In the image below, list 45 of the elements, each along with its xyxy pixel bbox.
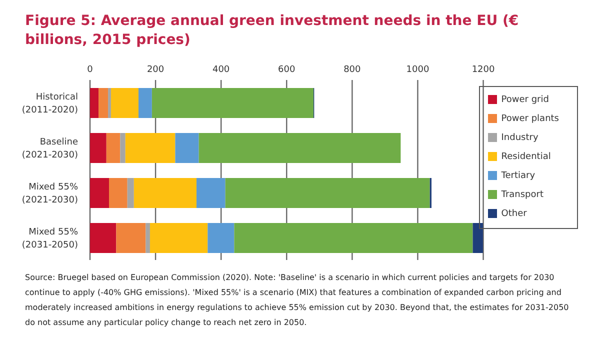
bar (120, 133, 126, 163)
bar (90, 133, 106, 163)
x-tick-label: 1000 (406, 65, 430, 75)
bar (106, 133, 120, 163)
bar (208, 223, 234, 253)
bar (134, 178, 197, 208)
bar (90, 223, 116, 253)
legend-label: Residential (501, 152, 551, 162)
bar (90, 88, 99, 118)
y-tick-label: Mixed 55% (2031-2050) (22, 228, 78, 250)
y-tick-label: Mixed 55% (2021-2030) (22, 182, 78, 206)
chart-title: Figure 5: Average annual green investment needs in the EU (€ billions, 2015 prices) (25, 12, 520, 50)
bar (108, 88, 111, 118)
x-tick-label: 200 (146, 65, 164, 75)
bar (152, 88, 314, 118)
legend-label: Transport (501, 190, 544, 200)
legend-label: Power plants (501, 114, 559, 124)
legend-label: Power grid (501, 95, 549, 105)
y-tick-label: Baseline (2021-2030) (22, 138, 78, 160)
bar (138, 88, 152, 118)
legend-label: Industry (501, 133, 538, 143)
bar (196, 178, 226, 208)
bar (90, 178, 110, 208)
bar (225, 178, 430, 208)
legend-label: Other (501, 209, 527, 219)
source-note: Source: Bruegel based on European Commission (2020). Note: 'Baseline' is a scenario in which current policies and targets for 2030 continue to apply (-40% GHG emissions). 'Mixed 55%' is a scenario (MIX) that features a combination of expanded carbon pricing and moderately increased ambitions in energy regulations to achieve 55% emission cut by 2030. Beyond that, the estimates for 2031-2050 do not assume any particular policy change to reach net zero in 2050. (25, 272, 570, 329)
bar (150, 223, 208, 253)
x-tick-label: 600 (278, 65, 296, 75)
bar (116, 223, 146, 253)
x-tick-label: 800 (344, 65, 362, 75)
x-tick-label: 0 (87, 65, 94, 75)
bar (175, 133, 199, 163)
bar (110, 88, 139, 118)
bar (198, 133, 401, 163)
bar (109, 178, 128, 208)
bar (234, 223, 473, 253)
bar (125, 133, 176, 163)
legend-label: Tertiary (501, 171, 536, 181)
bar (98, 88, 108, 118)
bar (472, 223, 483, 253)
x-tick-label: 400 (212, 65, 230, 75)
bar (146, 223, 150, 253)
bar (127, 178, 134, 208)
y-tick-label: Historical (2011-2020) (22, 92, 78, 116)
x-tick-label: 1200 (472, 65, 495, 75)
